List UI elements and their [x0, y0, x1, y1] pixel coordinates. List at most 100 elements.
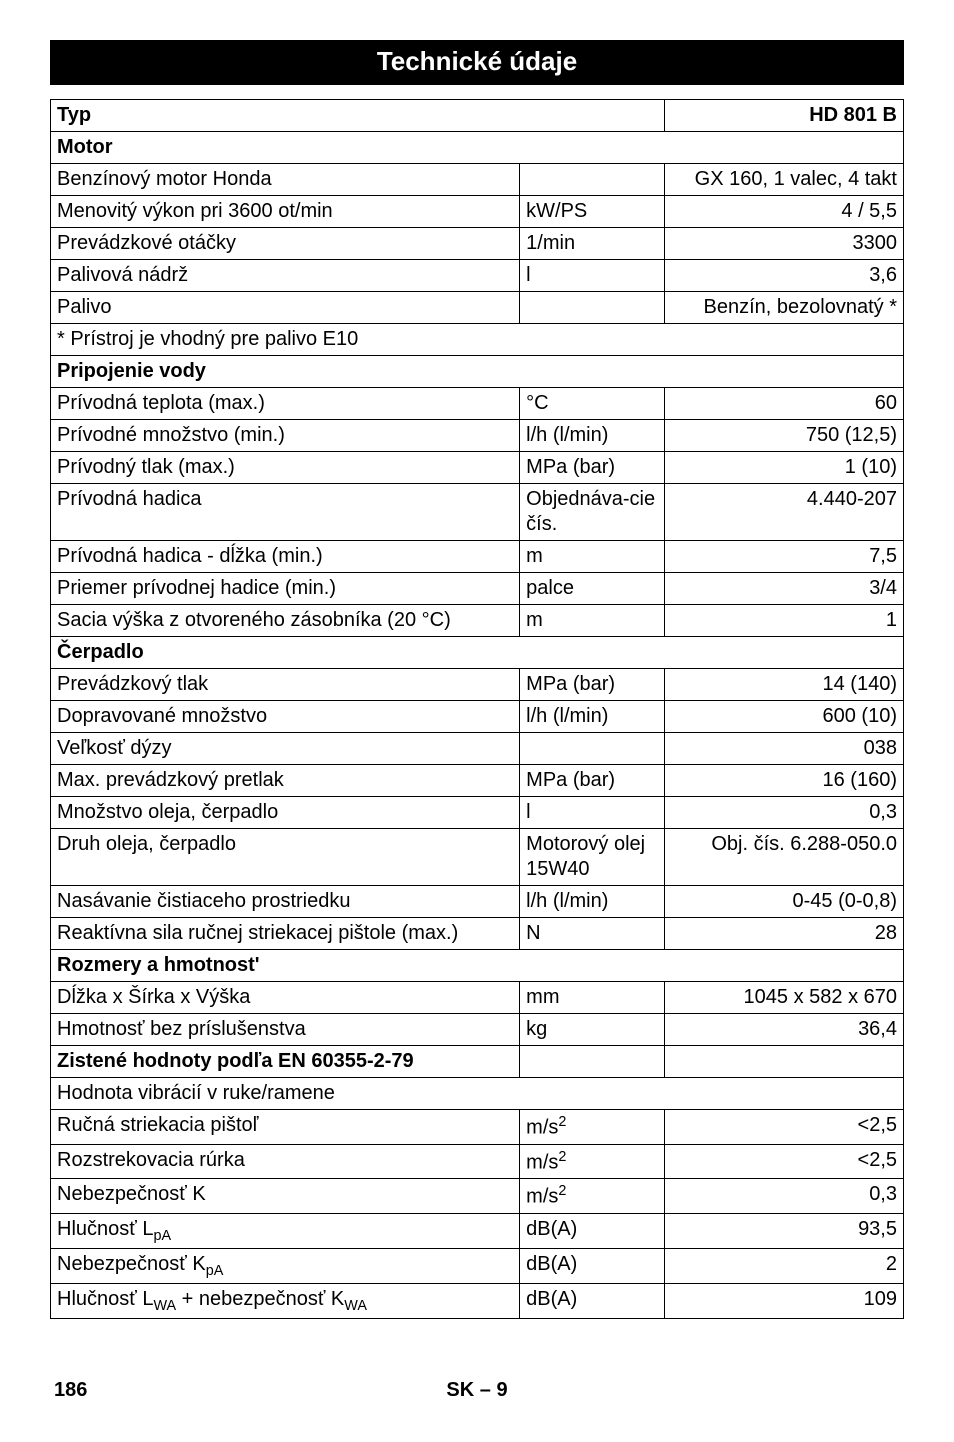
table-row-label: Prívodná teplota (max.) [51, 388, 520, 420]
table-row-value: 3300 [665, 228, 904, 260]
section-heading: Zistené hodnoty podľa EN 60355-2-79 [51, 1046, 520, 1078]
table-row-unit: m/s2 [520, 1179, 665, 1214]
section-heading: Pripojenie vody [51, 356, 904, 388]
table-row-label: Dĺžka x Šírka x Výška [51, 982, 520, 1014]
table-row-unit [520, 733, 665, 765]
table-row-unit: kg [520, 1014, 665, 1046]
table-row-value: GX 160, 1 valec, 4 takt [665, 164, 904, 196]
table-row-label: Nasávanie čistiaceho prostriedku [51, 886, 520, 918]
table-row-unit: l [520, 797, 665, 829]
table-row-unit [520, 292, 665, 324]
table-row-unit: dB(A) [520, 1213, 665, 1248]
table-row-value: 7,5 [665, 541, 904, 573]
table-row-unit: l/h (l/min) [520, 701, 665, 733]
table-row-label: Veľkosť dýzy [51, 733, 520, 765]
cell-empty [665, 1046, 904, 1078]
table-row-unit: MPa (bar) [520, 669, 665, 701]
table-row-label: Prívodná hadica [51, 484, 520, 541]
table-row-unit [520, 164, 665, 196]
table-row-label: Rozstrekovacia rúrka [51, 1144, 520, 1179]
table-row-value: 14 (140) [665, 669, 904, 701]
spec-table: TypHD 801 BMotorBenzínový motor Honda GX … [50, 99, 904, 1319]
table-row-unit: kW/PS [520, 196, 665, 228]
table-row-label: Dopravované množstvo [51, 701, 520, 733]
table-row-unit: l [520, 260, 665, 292]
table-row-unit: °C [520, 388, 665, 420]
cell-empty [520, 1046, 665, 1078]
table-row-label: Hmotnosť bez príslušenstva [51, 1014, 520, 1046]
table-row-value: 750 (12,5) [665, 420, 904, 452]
table-row-unit: l/h (l/min) [520, 886, 665, 918]
section-heading: Čerpadlo [51, 637, 904, 669]
table-row-value: 0-45 (0-0,8) [665, 886, 904, 918]
table-row-value: 93,5 [665, 1213, 904, 1248]
table-row-value: Benzín, bezolovnatý * [665, 292, 904, 324]
table-row-unit: Objednáva-cie čís. [520, 484, 665, 541]
table-row-label: Max. prevádzkový pretlak [51, 765, 520, 797]
table-row-value: <2,5 [665, 1144, 904, 1179]
table-row-label: Druh oleja, čerpadlo [51, 829, 520, 886]
table-row-value: 60 [665, 388, 904, 420]
table-row-unit: dB(A) [520, 1248, 665, 1283]
table-row-label: Priemer prívodnej hadice (min.) [51, 573, 520, 605]
table-row-unit: MPa (bar) [520, 452, 665, 484]
table-row-label: Prevádzkové otáčky [51, 228, 520, 260]
table-row-label: Prívodný tlak (max.) [51, 452, 520, 484]
table-row-value: 3,6 [665, 260, 904, 292]
table-row-label: Prívodná hadica - dĺžka (min.) [51, 541, 520, 573]
table-row-value: 28 [665, 918, 904, 950]
table-row-label: Hlučnosť LpA [51, 1213, 520, 1248]
table-row-label: Benzínový motor Honda [51, 164, 520, 196]
header-model: HD 801 B [665, 100, 904, 132]
page-section-code: SK – 9 [87, 1379, 866, 1402]
section-heading: Rozmery a hmotnost' [51, 950, 904, 982]
table-row-unit: m/s2 [520, 1144, 665, 1179]
table-row-label: Prívodné množstvo (min.) [51, 420, 520, 452]
table-row-value: 109 [665, 1283, 904, 1318]
table-row-value: 0,3 [665, 1179, 904, 1214]
table-row-value: 16 (160) [665, 765, 904, 797]
table-row-label: Menovitý výkon pri 3600 ot/min [51, 196, 520, 228]
table-row-value: <2,5 [665, 1110, 904, 1145]
header-typ: Typ [51, 100, 665, 132]
table-row-label: Palivo [51, 292, 520, 324]
table-row-label: Reaktívna sila ručnej striekacej pištole… [51, 918, 520, 950]
page-title: Technické údaje [50, 40, 904, 85]
table-row-value: 36,4 [665, 1014, 904, 1046]
table-row-unit: MPa (bar) [520, 765, 665, 797]
table-row-value: 600 (10) [665, 701, 904, 733]
table-row-unit: mm [520, 982, 665, 1014]
table-row-unit: m [520, 541, 665, 573]
table-row-value: 1 (10) [665, 452, 904, 484]
table-row-label: Nebezpečnosť K [51, 1179, 520, 1214]
table-row-value: 2 [665, 1248, 904, 1283]
table-row-unit: m [520, 605, 665, 637]
page-footer: 186 SK – 9 186 [50, 1379, 904, 1402]
table-row-label: Hodnota vibrácií v ruke/ramene [51, 1078, 904, 1110]
table-row-label: Nebezpečnosť KpA [51, 1248, 520, 1283]
table-row-label: Prevádzkový tlak [51, 669, 520, 701]
table-row-value: 4 / 5,5 [665, 196, 904, 228]
table-row-label: Množstvo oleja, čerpadlo [51, 797, 520, 829]
section-heading: Motor [51, 132, 904, 164]
table-row-unit: 1/min [520, 228, 665, 260]
table-row-value: 1045 x 582 x 670 [665, 982, 904, 1014]
table-row-unit: Motorový olej 15W40 [520, 829, 665, 886]
table-row-value: 0,3 [665, 797, 904, 829]
table-row-unit: palce [520, 573, 665, 605]
table-row-unit: dB(A) [520, 1283, 665, 1318]
table-row-unit: l/h (l/min) [520, 420, 665, 452]
table-row-value: 3/4 [665, 573, 904, 605]
table-row-unit: N [520, 918, 665, 950]
page-number-left: 186 [54, 1379, 87, 1402]
table-row-value: 4.440-207 [665, 484, 904, 541]
table-row-label: Ručná striekacia pištoľ [51, 1110, 520, 1145]
table-row-unit: m/s2 [520, 1110, 665, 1145]
table-row-label: Sacia výška z otvoreného zásobníka (20 °… [51, 605, 520, 637]
table-row-label: Palivová nádrž [51, 260, 520, 292]
table-row-label: * Prístroj je vhodný pre palivo E10 [51, 324, 904, 356]
table-row-value: 038 [665, 733, 904, 765]
table-row-value: 1 [665, 605, 904, 637]
table-row-label: Hlučnosť LWA + nebezpečnosť KWA [51, 1283, 520, 1318]
table-row-value: Obj. čís. 6.288-050.0 [665, 829, 904, 886]
